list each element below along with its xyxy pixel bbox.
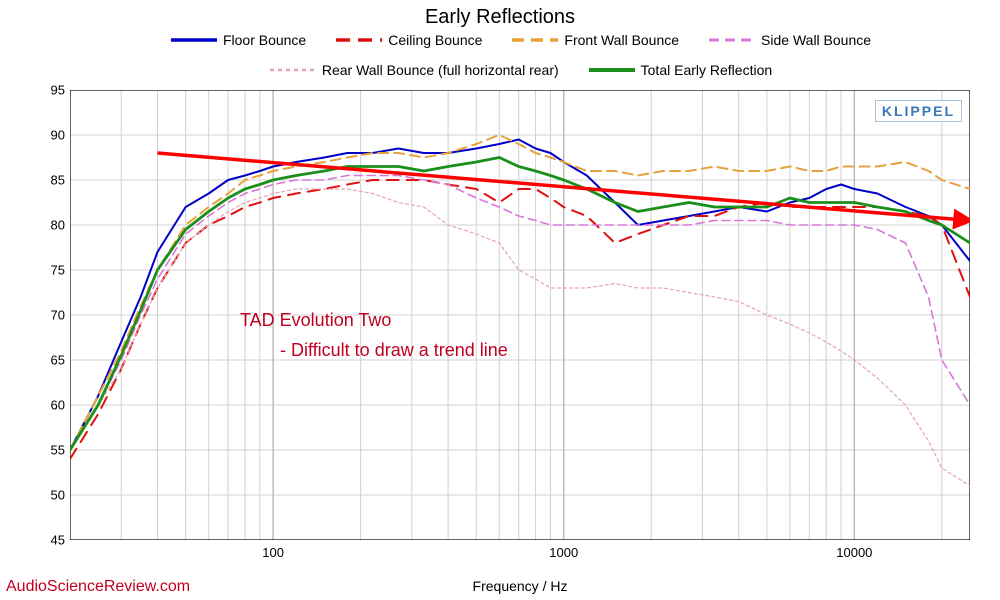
x-tick: 1000 bbox=[549, 545, 578, 560]
y-tick: 45 bbox=[51, 533, 65, 548]
y-tick: 75 bbox=[51, 263, 65, 278]
annotation-text: - Difficult to draw a trend line bbox=[280, 340, 508, 361]
y-tick: 85 bbox=[51, 173, 65, 188]
annotation-text: TAD Evolution Two bbox=[240, 310, 391, 331]
series-total-early-reflection bbox=[70, 158, 970, 451]
legend-label: Rear Wall Bounce (full horizontal rear) bbox=[322, 62, 559, 78]
y-tick: 95 bbox=[51, 83, 65, 98]
y-tick: 50 bbox=[51, 488, 65, 503]
x-tick: 10000 bbox=[836, 545, 872, 560]
x-tick: 100 bbox=[262, 545, 284, 560]
series-side-wall-bounce bbox=[70, 176, 970, 451]
legend-label: Total Early Reflection bbox=[641, 62, 773, 78]
chart-title: Early Reflections bbox=[0, 6, 1000, 29]
legend-swatch-icon bbox=[707, 33, 755, 47]
legend-swatch-icon bbox=[510, 33, 558, 47]
y-tick: 90 bbox=[51, 128, 65, 143]
chart-container: Early Reflections Floor Bounce Ceiling Bo… bbox=[0, 0, 1000, 600]
legend-item: Ceiling Bounce bbox=[334, 32, 482, 48]
series-ceiling-bounce bbox=[70, 180, 970, 459]
legend-swatch-icon bbox=[169, 33, 217, 47]
legend-label: Floor Bounce bbox=[223, 32, 306, 48]
legend-item: Floor Bounce bbox=[169, 32, 306, 48]
watermark: AudioScienceReview.com bbox=[6, 578, 190, 596]
legend: Floor Bounce Ceiling Bounce Front Wall Bou… bbox=[80, 32, 960, 78]
legend-swatch-icon bbox=[268, 63, 316, 77]
y-tick: 70 bbox=[51, 308, 65, 323]
legend-label: Front Wall Bounce bbox=[564, 32, 679, 48]
series-rear-wall-bounce bbox=[70, 189, 970, 486]
legend-swatch-icon bbox=[587, 63, 635, 77]
y-tick: 55 bbox=[51, 443, 65, 458]
legend-item: Front Wall Bounce bbox=[510, 32, 679, 48]
legend-item: Total Early Reflection bbox=[587, 62, 773, 78]
series-floor-bounce bbox=[70, 140, 970, 451]
legend-item: Rear Wall Bounce (full horizontal rear) bbox=[268, 62, 559, 78]
legend-swatch-icon bbox=[334, 33, 382, 47]
x-axis-label: Frequency / Hz bbox=[70, 578, 970, 594]
y-tick: 65 bbox=[51, 353, 65, 368]
legend-label: Ceiling Bounce bbox=[388, 32, 482, 48]
legend-item: Side Wall Bounce bbox=[707, 32, 871, 48]
plot-area bbox=[70, 90, 970, 540]
legend-label: Side Wall Bounce bbox=[761, 32, 871, 48]
y-tick: 60 bbox=[51, 398, 65, 413]
y-tick: 80 bbox=[51, 218, 65, 233]
klippel-logo: KLIPPEL bbox=[875, 100, 962, 122]
